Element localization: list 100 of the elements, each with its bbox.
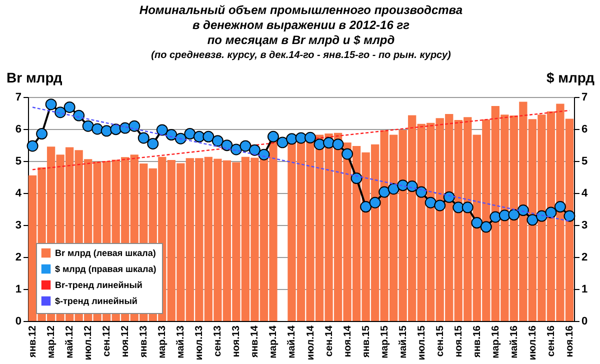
x-tick-label: янв.12 — [28, 325, 39, 358]
point — [73, 110, 85, 122]
point — [564, 210, 576, 222]
point — [406, 180, 418, 192]
y2-tick-label: 6 — [582, 124, 588, 136]
x-tick-label: сен.12 — [102, 325, 113, 357]
point — [369, 196, 381, 208]
point — [212, 135, 224, 147]
point — [267, 130, 279, 142]
point — [416, 186, 428, 198]
x-tick-label: июл.15 — [416, 325, 428, 360]
point — [517, 204, 529, 216]
x-tick-label: май.13 — [176, 325, 187, 358]
x-tick-label: июл.12 — [83, 325, 94, 360]
point — [314, 138, 326, 150]
point — [360, 201, 372, 212]
x-tick-label: янв.14 — [250, 325, 261, 358]
x-tick-label: июл.13 — [194, 325, 206, 360]
point — [82, 120, 94, 132]
point — [452, 202, 464, 214]
point — [443, 191, 455, 203]
point — [156, 124, 168, 136]
y-tick-label: 3 — [15, 220, 22, 232]
point — [323, 137, 335, 148]
x-tick-label: янв.15 — [360, 325, 372, 358]
point — [508, 209, 520, 220]
legend-label: Br млрд (левая шкала) — [55, 248, 156, 258]
point — [498, 210, 510, 222]
x-tick-label: мар.14 — [268, 325, 280, 358]
point — [138, 132, 150, 144]
point — [332, 138, 344, 150]
point — [526, 214, 538, 226]
y2-tick-label: 4 — [582, 188, 588, 200]
y2-axis-title: $ млрд — [546, 70, 595, 86]
x-tick-label: сен.13 — [212, 325, 224, 357]
y-tick-label: 2 — [15, 252, 22, 264]
x-tick-label: ноя.13 — [231, 325, 242, 358]
x-tick-label: май.12 — [64, 325, 76, 358]
y-tick-label: 6 — [15, 124, 22, 136]
x-tick-label: ноя.14 — [342, 325, 354, 358]
x-tick-label: янв.16 — [472, 325, 483, 358]
x-tick-label: ноя.16 — [564, 325, 576, 358]
point — [64, 102, 76, 113]
point — [286, 133, 298, 145]
point — [424, 196, 436, 208]
point — [202, 130, 214, 142]
y-axis-title: Br млрд — [6, 70, 62, 86]
x-tick-label: май.15 — [398, 325, 409, 358]
y-tick-label: 7 — [15, 92, 22, 104]
point — [388, 183, 400, 195]
y2-tick-label: 0 — [582, 316, 588, 328]
point — [480, 221, 492, 233]
x-tick-label: сен.15 — [434, 325, 446, 357]
legend-label: Br-тренд линейный — [55, 280, 142, 290]
x-tick-label: мар.16 — [490, 325, 502, 358]
x-tick-label: мар.13 — [157, 325, 168, 358]
x-tick-label: мар.12 — [46, 325, 58, 358]
y-tick-label: 5 — [15, 156, 22, 168]
point — [128, 120, 140, 132]
chart-subtitle: (по средневзв. курсу, в дек.14-го - янв.15-го - по рын. курсу) — [151, 50, 452, 61]
x-tick-label: ноя.12 — [120, 325, 132, 358]
x-tick-label: сен.14 — [324, 325, 335, 357]
point — [342, 148, 354, 160]
x-tick-label: янв.13 — [138, 325, 150, 358]
x-tick-label: июл.14 — [305, 325, 316, 360]
point — [36, 128, 48, 140]
x-tick-label: май.16 — [508, 325, 520, 358]
point — [434, 200, 446, 212]
y-tick-label: 4 — [15, 188, 22, 200]
point — [193, 130, 205, 142]
point — [184, 128, 196, 140]
point — [304, 132, 316, 144]
y2-tick-label: 7 — [582, 92, 588, 104]
point — [350, 172, 362, 184]
x-tick-label: май.14 — [286, 325, 298, 358]
point — [462, 202, 474, 214]
y2-tick-label: 1 — [582, 284, 588, 296]
legend-label: $-тренд линейный — [55, 296, 138, 306]
point — [490, 211, 502, 223]
y-tick-label: 0 — [15, 316, 22, 328]
x-tick-label: мар.15 — [379, 325, 390, 358]
x-tick-label: ноя.15 — [453, 325, 464, 358]
chart-title: Номинальный объем промышленного производства в денежном выражении в 2012-16 гг по месяцам в Br млрд и $ млрд — [139, 3, 463, 47]
point — [378, 186, 390, 198]
point — [471, 217, 483, 228]
x-tick-label: сен.16 — [546, 325, 557, 357]
point — [221, 140, 233, 152]
point — [26, 140, 38, 152]
point — [54, 106, 66, 118]
y2-tick-label: 2 — [582, 252, 588, 264]
y2-tick-label: 3 — [582, 220, 588, 232]
y2-tick-label: 5 — [582, 156, 588, 168]
point — [248, 144, 260, 156]
point — [240, 140, 252, 152]
point — [295, 132, 307, 144]
point — [100, 125, 112, 137]
point — [92, 123, 104, 135]
point — [147, 138, 159, 150]
point — [545, 206, 557, 218]
point — [554, 201, 566, 212]
